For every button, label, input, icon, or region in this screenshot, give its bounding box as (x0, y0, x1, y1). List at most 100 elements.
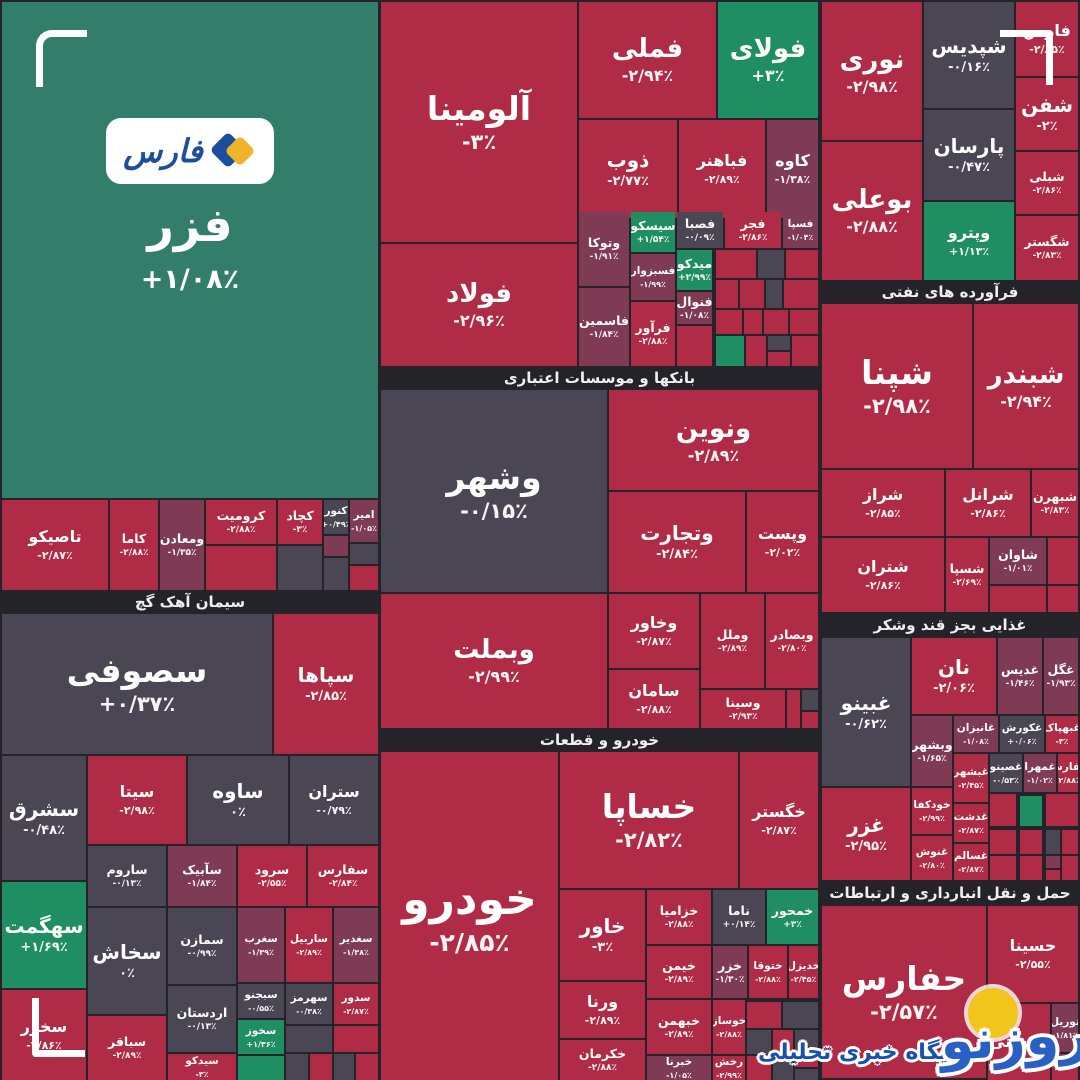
stock-tile: سبجنو -۰/۵۵٪ (238, 984, 284, 1018)
stock-change: -۲/۸۸٪ (638, 337, 668, 348)
stock-tile-small (773, 1030, 793, 1054)
stock-tile: فسپا -۱/۰۴٪ (783, 212, 818, 248)
stock-change: -۱/۰۸٪ (963, 736, 989, 746)
sector-header: خودرو و قطعات (539, 731, 660, 749)
stock-change: -۰/۹۹٪ (187, 949, 217, 960)
stock-change: -۲/۹۹٪ (919, 813, 945, 823)
stock-tile-small (786, 250, 818, 278)
stock-symbol: کچاد (286, 507, 314, 523)
stock-change: -۲/۹۹٪ (468, 667, 520, 687)
stock-symbol: شاوان (998, 546, 1038, 562)
stock-tile: ونوین -۲/۸۹٪ (609, 390, 818, 490)
stock-tile: فولاد -۲/۹۶٪ (381, 244, 577, 366)
stock-change: -۲/۸۸٪ (716, 1029, 742, 1039)
stock-change: -۲/۸۰٪ (919, 860, 945, 870)
stock-tile: کچاد -۳٪ (278, 500, 322, 544)
stock-tile: غدشت -۲/۸۷٪ (954, 804, 988, 842)
stock-change: -۰/۷۹٪ (316, 803, 352, 817)
stock-tile: خیمن -۲/۸۹٪ (647, 946, 711, 998)
stock-tile: کنور+۰/۴۹٪ (324, 500, 348, 534)
stock-change: -۱/۰۲٪ (1027, 775, 1053, 785)
stock-tile: شسپا -۲/۶۹٪ (946, 538, 988, 612)
stock-tile: خبهمن -۲/۸۹٪ (647, 1000, 711, 1054)
stock-tile: وسینا -۲/۹۳٪ (701, 690, 785, 728)
watermark-title: روزنو (938, 1002, 1080, 1073)
stock-change: -۲/۸۶٪ (865, 578, 901, 592)
stock-tile: کاوه -۱/۳۸٪ (767, 120, 818, 218)
stock-tile: شپدیس -۰/۱۶٪ (924, 2, 1014, 108)
stock-change: -۲/۹۸٪ (846, 77, 898, 97)
stock-symbol: بوعلی (831, 184, 913, 215)
stock-change: -۲٪ (1036, 119, 1058, 134)
stock-tile: ستران -۰/۷۹٪ (290, 756, 378, 844)
stock-tile: فنوال -۱/۰۸٪ (677, 292, 712, 324)
stock-change: -۳٪ (195, 1069, 209, 1079)
stock-symbol: آلومینا (426, 89, 532, 129)
stock-symbol: خساپا (601, 787, 697, 827)
stock-change: -۲/۸۹٪ (664, 975, 694, 986)
stock-tile: سغدیر -۱/۳۸٪ (334, 908, 378, 982)
stock-tile-small (990, 794, 1016, 826)
stock-tile: شتران -۲/۸۶٪ (822, 538, 944, 612)
stock-tile-small (766, 280, 782, 308)
stock-tile: ومعادن -۱/۳۵٪ (160, 500, 204, 590)
stock-tile-small (334, 1054, 354, 1080)
stock-symbol: سغرب (244, 933, 278, 946)
stock-change: -۰/۶۲٪ (845, 717, 887, 732)
stock-change: -۰/۱۵٪ (460, 498, 528, 523)
stock-tile: سهرمز -۰/۳۸٪ (286, 984, 332, 1024)
stock-symbol: وپترو (947, 223, 991, 243)
stock-change: -۱/۸۴٪ (187, 879, 217, 890)
stock-tile: ساروم -۰/۱۳٪ (88, 846, 166, 906)
stock-symbol: خوساز (713, 1015, 745, 1028)
stock-tile: غانیزان -۱/۰۸٪ (954, 716, 998, 752)
stock-symbol: فصبا (684, 215, 716, 231)
stock-tile: خدیزل -۲/۴۵٪ (789, 946, 818, 998)
stock-symbol: شگستر (1024, 233, 1070, 249)
stock-change: ۰٪ (119, 966, 135, 981)
stock-tile-small (1046, 830, 1060, 854)
stock-tile-small (716, 250, 756, 278)
stock-symbol: ستران (308, 782, 360, 802)
stock-symbol: خگستر (752, 802, 806, 822)
stock-symbol: وپست (757, 524, 808, 544)
stock-symbol: خزر (718, 957, 742, 973)
stock-tile: ناما +۰/۱۴٪ (713, 890, 765, 944)
stock-symbol: سیدکو (185, 1055, 219, 1068)
stock-tile: غدیس -۱/۴۶٪ (998, 638, 1042, 714)
stock-change: -۰/۱۳٪ (187, 1022, 217, 1033)
sector-header: غذایی بجز قند وشکر (873, 616, 1027, 634)
stock-symbol: حسینا (1009, 936, 1057, 956)
stock-change: -۲/۹۴٪ (1000, 392, 1052, 412)
stock-tile: غمهرا -۱/۰۲٪ (1024, 754, 1056, 792)
stock-tile: سشرق -۰/۴۸٪ (2, 756, 86, 880)
stock-symbol: غزر (847, 813, 885, 837)
stock-change: +۰/۴۹٪ (324, 519, 348, 529)
stock-tile-small (1046, 870, 1060, 880)
stock-tile-small (787, 690, 800, 728)
stock-symbol: وخاور (630, 613, 678, 633)
stock-tile-small (990, 586, 1046, 612)
stock-change: -۲/۹۳٪ (728, 712, 758, 723)
stock-tile: وبشهر -۱/۶۵٪ (912, 716, 952, 786)
stock-change: -۱/۰۱٪ (1003, 564, 1033, 575)
stock-symbol: سمازن (180, 931, 224, 947)
stock-symbol: شبلی (1029, 168, 1065, 184)
stock-tile-small (990, 856, 1016, 880)
stock-tile-small (790, 310, 818, 334)
stock-change: -۱/۸۴٪ (589, 330, 619, 341)
stock-change: -۳٪ (591, 940, 614, 955)
stock-symbol: سفارس (317, 861, 369, 877)
stock-tile-small (350, 544, 378, 564)
stock-tile: شفن -۲٪ (1016, 78, 1078, 150)
fars-logo-text: فارس (123, 132, 203, 170)
stock-change: -۲/۸۸٪ (846, 217, 898, 237)
stock-symbol: سهرمز (290, 992, 328, 1005)
stock-tile: شراز -۲/۸۵٪ (822, 470, 944, 536)
stock-symbol: خکرمان (578, 1045, 627, 1061)
stock-tile-small (334, 1026, 378, 1052)
fars-diamond-icon (209, 129, 257, 173)
stock-tile: غسالم -۲/۸۷٪ (954, 844, 988, 880)
stock-tile: سخوز +۱/۳۶٪ (238, 1020, 284, 1054)
stock-symbol: سخوز (245, 1025, 277, 1038)
